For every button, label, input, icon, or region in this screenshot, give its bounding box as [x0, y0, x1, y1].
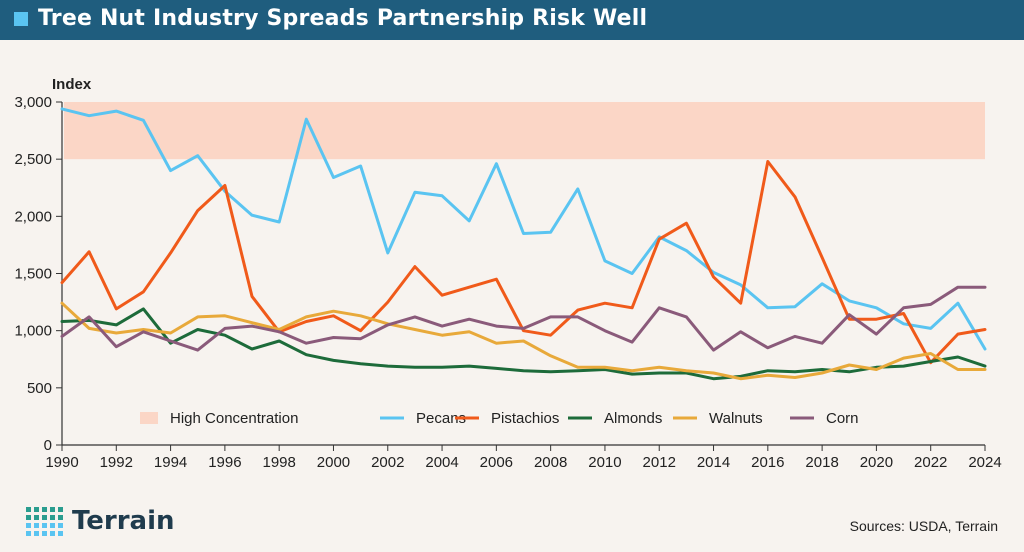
high-concentration-band: [64, 102, 985, 160]
y-tick-label: 3,000: [14, 94, 52, 111]
x-tick-label: 1996: [208, 454, 241, 471]
y-tick-label: 1,500: [14, 266, 52, 283]
x-tick-label: 1990: [45, 454, 78, 471]
y-tick-label: 0: [44, 437, 52, 454]
y-tick-label: 2,500: [14, 151, 52, 168]
x-tick-label: 2002: [371, 454, 404, 471]
legend-label-almonds: Almonds: [604, 410, 662, 427]
legend-label-high-concentration: High Concentration: [170, 410, 298, 427]
legend-label-pecans: Pecans: [416, 410, 466, 427]
series-line-walnuts: [60, 301, 987, 381]
legend-label-walnuts: Walnuts: [709, 410, 763, 427]
x-tick-label: 1994: [154, 454, 187, 471]
logo-text: Terrain: [72, 506, 175, 536]
x-tick-label: 2000: [317, 454, 350, 471]
legend-label-corn: Corn: [826, 410, 859, 427]
series-line-corn: [60, 285, 987, 352]
x-tick-label: 2008: [534, 454, 567, 471]
x-tick-label: 2022: [914, 454, 947, 471]
legend-label-pistachios: Pistachios: [491, 410, 559, 427]
sources-note: Sources: USDA, Terrain: [849, 518, 998, 534]
x-tick-label: 2016: [751, 454, 784, 471]
x-tick-label: 2018: [805, 454, 838, 471]
series-line-pecans: [60, 107, 987, 351]
y-tick-label: 2,000: [14, 208, 52, 225]
y-tick-label: 500: [27, 380, 52, 397]
y-axis-label: Index: [52, 76, 92, 93]
title-bar: Tree Nut Industry Spreads Partnership Ri…: [0, 0, 1024, 40]
series-line-pistachios: [60, 160, 987, 365]
terrain-logo-icon: [26, 507, 63, 536]
y-tick-label: 1,000: [14, 323, 52, 340]
terrain-logo: Terrain: [26, 505, 175, 537]
x-tick-label: 1992: [100, 454, 133, 471]
x-tick-label: 2014: [697, 454, 730, 471]
x-tick-label: 2010: [588, 454, 621, 471]
x-tick-label: 2020: [860, 454, 893, 471]
x-tick-label: 2012: [643, 454, 676, 471]
x-tick-label: 2004: [425, 454, 458, 471]
legend-swatch-high-concentration: [140, 412, 158, 424]
title-marker-icon: [14, 12, 28, 26]
x-tick-label: 2006: [480, 454, 513, 471]
x-tick-label: 1998: [262, 454, 295, 471]
chart-title: Tree Nut Industry Spreads Partnership Ri…: [38, 6, 648, 31]
x-tick-label: 2024: [968, 454, 1001, 471]
